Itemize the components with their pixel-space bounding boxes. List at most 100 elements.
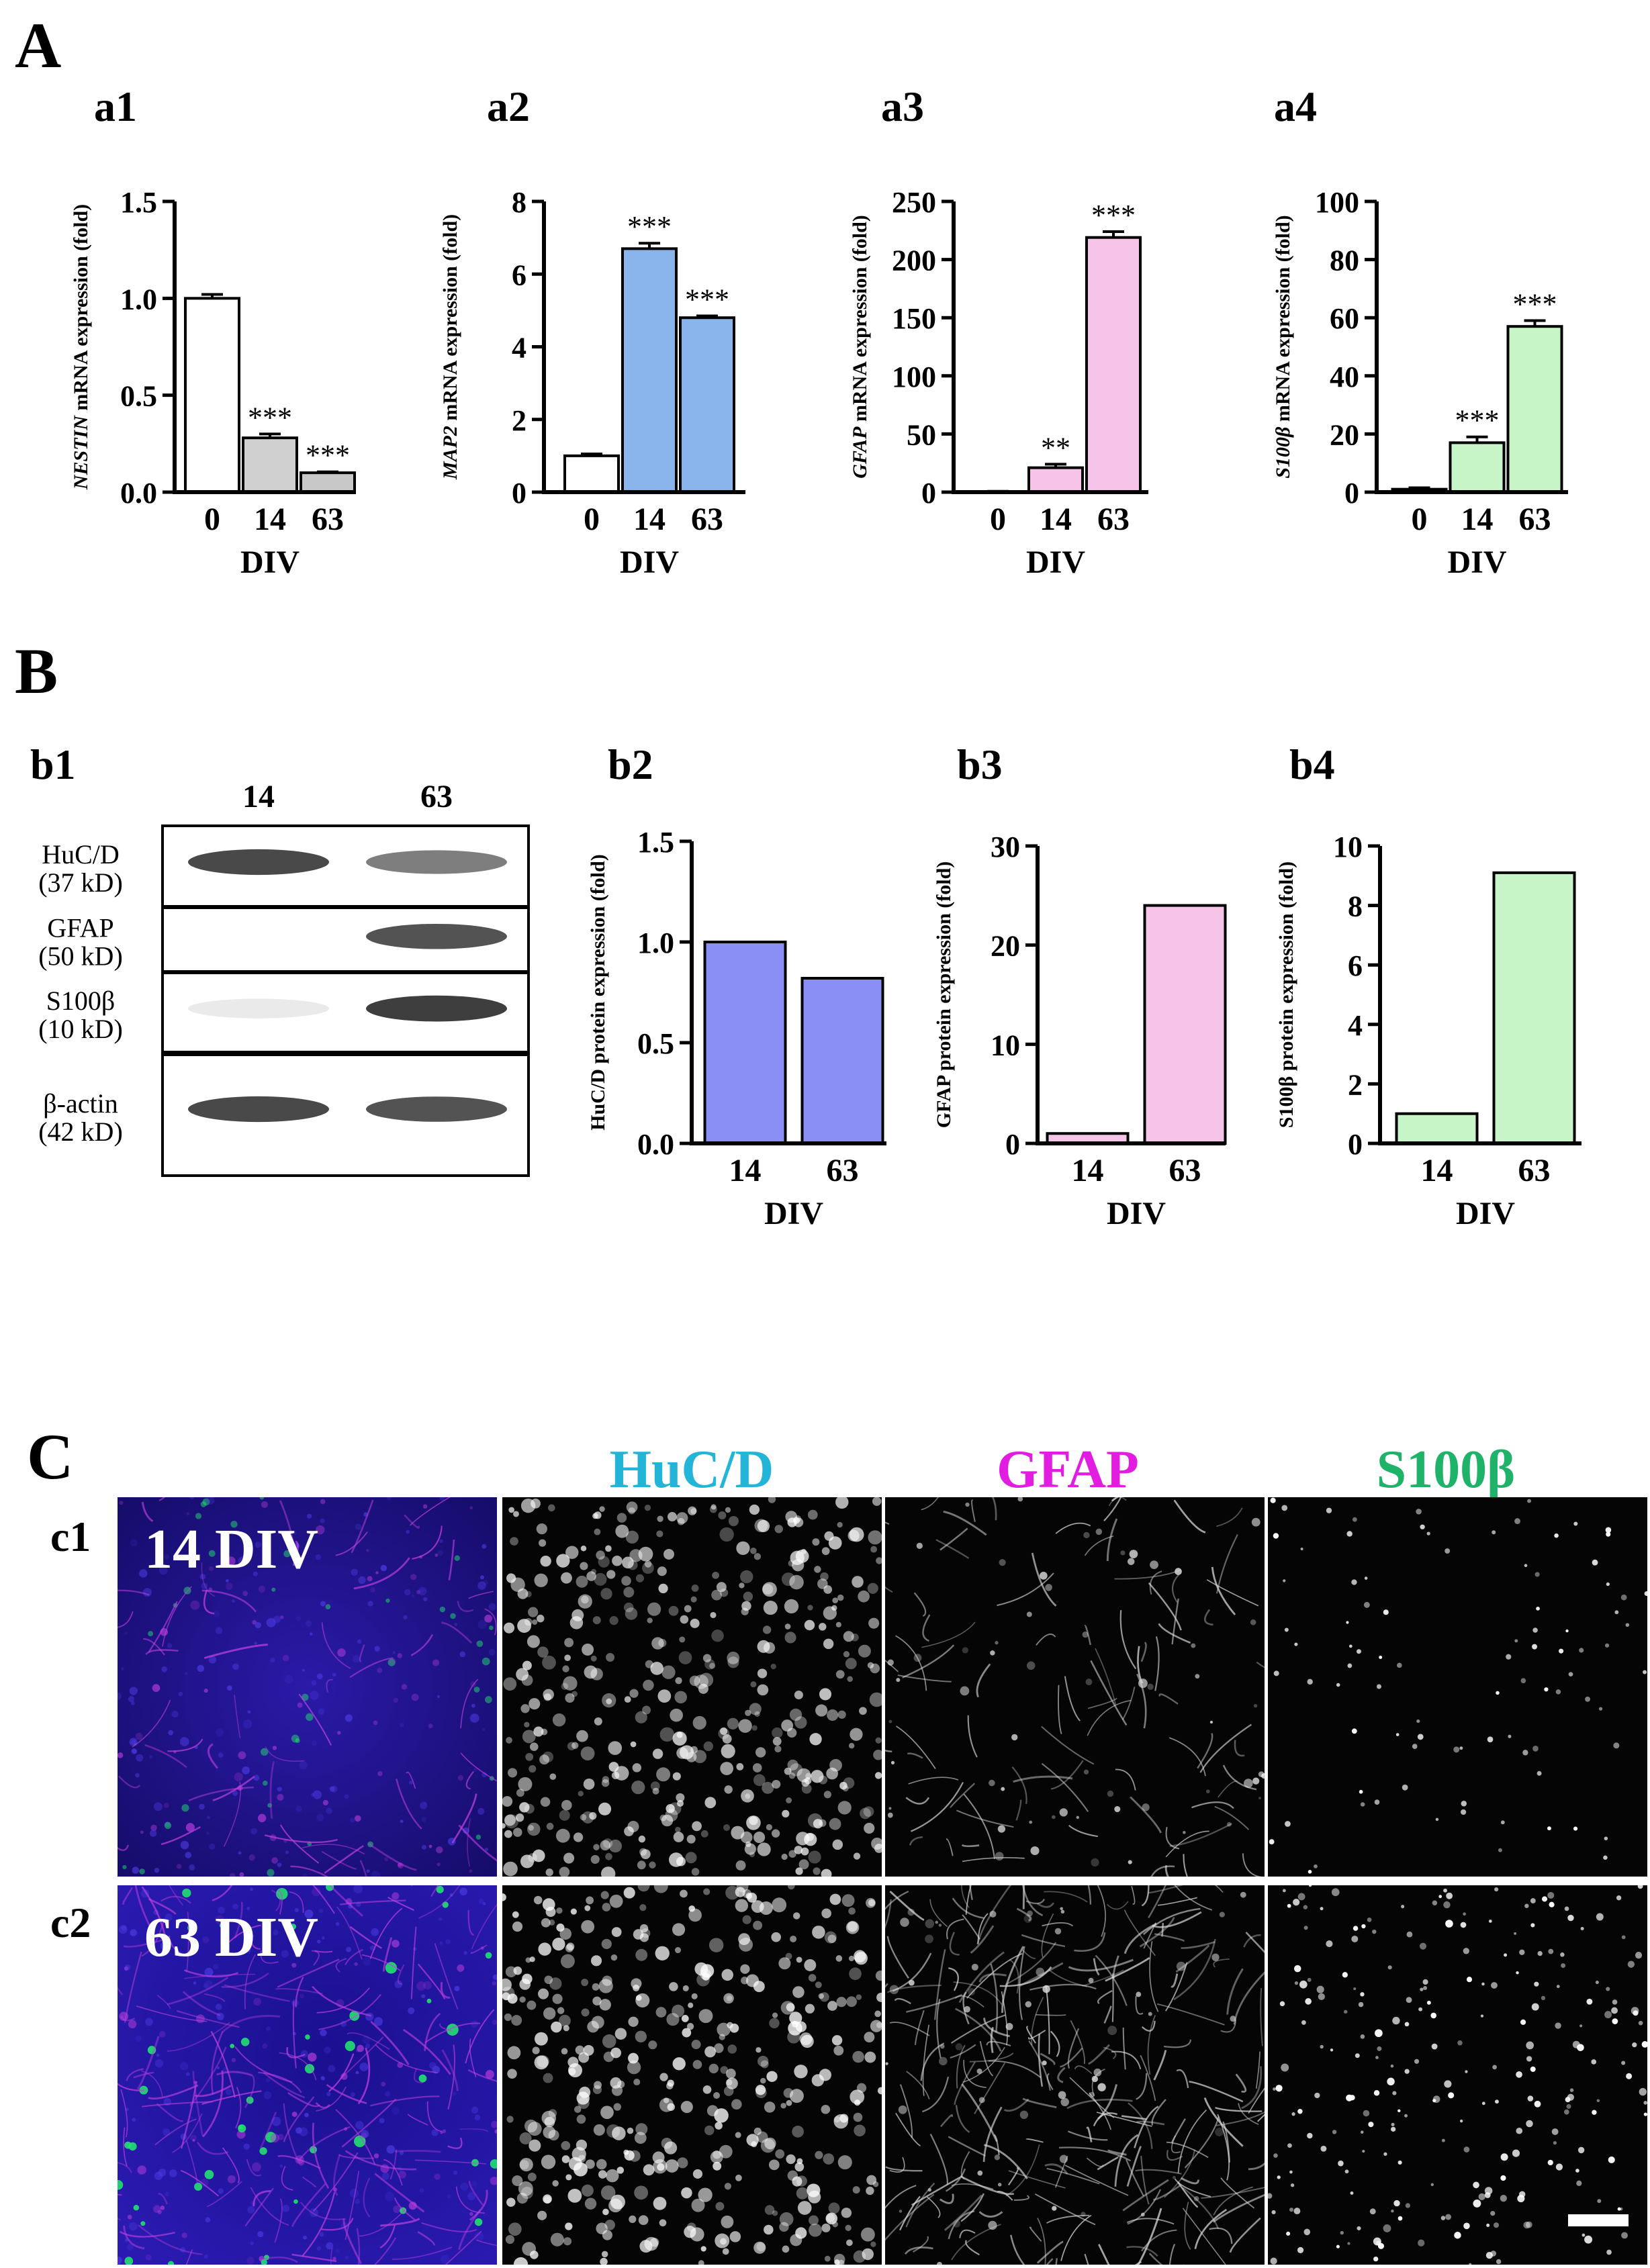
x-tick-label-b2-63: 63 xyxy=(827,1153,859,1188)
micrograph-grid: HuC/D GFAP S100β c1 c2 14 DIV 63 DIV xyxy=(50,1440,1647,2265)
blot-lane-label-14: 14 xyxy=(242,779,275,814)
y-tick-label-a4-4: 80 xyxy=(1330,244,1359,277)
significance-a2-63: *** xyxy=(685,283,729,316)
bar-b2-14 xyxy=(703,941,787,1145)
x-tick-label-a2-14: 14 xyxy=(633,502,666,537)
x-tick-label-a2-0: 0 xyxy=(584,502,600,537)
x-tick-label-b2-14: 14 xyxy=(729,1153,762,1188)
bar-a3-14 xyxy=(1027,466,1084,493)
bar-a1-63 xyxy=(300,471,356,494)
panel-label-B: B xyxy=(15,635,58,707)
blot-lane-label-63: 63 xyxy=(420,779,453,814)
bar-a2-0 xyxy=(563,454,620,493)
y-axis-label-b4: S100β protein expression (fold) xyxy=(1275,861,1297,1128)
y-tick-label-a4-3: 60 xyxy=(1330,302,1359,335)
row-label-2: 63 DIV xyxy=(144,1906,318,1969)
panel-label-a1: a1 xyxy=(94,83,137,130)
y-tick-label-b4-1: 2 xyxy=(1348,1068,1363,1101)
panel-label-a3: a3 xyxy=(881,83,924,130)
x-axis-label-b3: DIV xyxy=(1107,1196,1166,1231)
blot-row-size-1: (50 kD) xyxy=(38,941,123,972)
x-axis-label-b4: DIV xyxy=(1456,1196,1515,1231)
row-label-1: 14 DIV xyxy=(144,1518,318,1580)
blot-band-3-0 xyxy=(188,1096,329,1123)
bar-b4-63 xyxy=(1492,871,1576,1145)
blot-row-name-0: HuC/D xyxy=(42,839,120,869)
panel-label-b2: b2 xyxy=(608,741,653,788)
significance-a1-63: *** xyxy=(306,439,350,472)
x-tick-label-b3-14: 14 xyxy=(1072,1153,1104,1188)
y-tick-label-b4-2: 4 xyxy=(1348,1009,1363,1042)
x-axis-label-a2: DIV xyxy=(620,545,679,580)
blot-row-size-2: (10 kD) xyxy=(38,1014,123,1044)
column-label-hucd: HuC/D xyxy=(610,1440,774,1499)
x-tick-label-a3-14: 14 xyxy=(1040,502,1072,537)
y-axis-label-a1: NESTIN mRNA expression (fold) xyxy=(70,204,92,490)
significance-a4-63: *** xyxy=(1513,288,1557,321)
bar-b4-14 xyxy=(1395,1112,1479,1145)
y-tick-label-b4-0: 0 xyxy=(1348,1128,1363,1161)
blot-row-size-3: (42 kD) xyxy=(38,1117,123,1147)
y-tick-label-a4-1: 20 xyxy=(1330,418,1359,451)
panel-label-a4: a4 xyxy=(1274,83,1317,130)
panel-label-c1: c1 xyxy=(50,1513,91,1560)
chart-b4: 14 63 0 2 4 6 8 10 DIV S100β protein expression (… xyxy=(1275,831,1582,1231)
y-axis-label-b2: HuC/D protein expression (fold) xyxy=(587,854,609,1130)
bar-a3-63 xyxy=(1085,236,1142,493)
y-tick-label-a3-2: 100 xyxy=(892,361,936,393)
chart-a1: 0 *** 14 *** 63 0.0 0.5 1.0 1.5 DIV NESTIN mRNA ex… xyxy=(70,186,356,580)
y-tick-label-a1-2: 1.0 xyxy=(120,283,157,316)
x-tick-label-a2-63: 63 xyxy=(691,502,723,537)
blot-band-1-1 xyxy=(366,923,507,949)
x-tick-label-b3-63: 63 xyxy=(1169,1153,1201,1188)
y-tick-label-b2-3: 1.5 xyxy=(637,826,674,859)
y-tick-label-b3-0: 0 xyxy=(1005,1128,1020,1161)
y-tick-label-a3-3: 150 xyxy=(892,302,936,335)
blot-band-0-1 xyxy=(366,850,507,874)
micrograph-background-0-2 xyxy=(885,1497,1265,1877)
western-blot: 14 63 HuC/D(37 kD) GFAP(50 kD) S100β(10 kD… xyxy=(38,779,530,1177)
x-axis-label-b2: DIV xyxy=(764,1196,823,1231)
micrograph-background-0-3 xyxy=(1268,1497,1647,1877)
y-tick-label-a3-1: 50 xyxy=(907,418,936,451)
y-tick-label-a1-1: 0.5 xyxy=(120,380,157,413)
bar-a2-63 xyxy=(679,316,735,493)
significance-a3-63: *** xyxy=(1091,199,1136,232)
scale-bar xyxy=(1568,2214,1629,2226)
x-axis-label-a4: DIV xyxy=(1447,545,1506,580)
blot-row-name-1: GFAP xyxy=(47,913,113,943)
y-tick-label-a4-2: 40 xyxy=(1330,361,1359,393)
y-tick-label-b2-2: 1.0 xyxy=(637,927,674,959)
y-tick-label-b3-3: 30 xyxy=(991,831,1020,863)
bar-a4-14 xyxy=(1449,441,1506,494)
y-tick-label-b3-1: 10 xyxy=(991,1029,1020,1061)
panel-label-a2: a2 xyxy=(487,83,530,130)
blot-band-2-1 xyxy=(366,995,507,1022)
y-tick-label-a2-2: 4 xyxy=(512,332,526,365)
y-axis-label-b3: GFAP protein expression (fold) xyxy=(933,861,955,1129)
y-axis-label-a4: S100β mRNA expression (fold) xyxy=(1272,215,1294,478)
y-tick-label-a4-0: 0 xyxy=(1344,477,1359,510)
x-axis-label-a1: DIV xyxy=(240,545,300,580)
x-tick-label-a4-0: 0 xyxy=(1412,502,1428,537)
x-tick-label-b4-14: 14 xyxy=(1421,1153,1453,1188)
panel-label-c2: c2 xyxy=(50,1899,91,1946)
y-tick-label-b2-1: 0.5 xyxy=(637,1027,674,1060)
bar-a2-14 xyxy=(621,247,678,493)
micrograph-r1-c2 xyxy=(502,1497,882,1877)
blot-row-name-3: β-actin xyxy=(43,1088,118,1119)
chart-b2: 14 63 0.0 0.5 1.0 1.5 DIV HuC/D protein express… xyxy=(587,826,886,1231)
panel-label-b4: b4 xyxy=(1289,741,1335,788)
column-label-gfap: GFAP xyxy=(997,1440,1139,1499)
y-tick-label-a2-0: 0 xyxy=(512,477,526,510)
micrograph-background-1-2 xyxy=(885,1885,1265,2265)
bar-a1-0 xyxy=(184,297,240,493)
chart-b3: 14 63 0 10 20 30 DIV GFAP protein expression (f… xyxy=(933,831,1227,1231)
y-axis-label-a3: GFAP mRNA expression (fold) xyxy=(849,215,871,479)
panel-label-C: C xyxy=(27,1421,73,1493)
chart-a2: 0 *** 14 *** 63 0 2 4 6 8 DIV MAP2 mRNA expression … xyxy=(439,186,745,580)
x-tick-label-a1-63: 63 xyxy=(312,502,344,537)
micrograph-background-1-3 xyxy=(1268,1885,1647,2265)
x-tick-label-b4-63: 63 xyxy=(1518,1153,1551,1188)
